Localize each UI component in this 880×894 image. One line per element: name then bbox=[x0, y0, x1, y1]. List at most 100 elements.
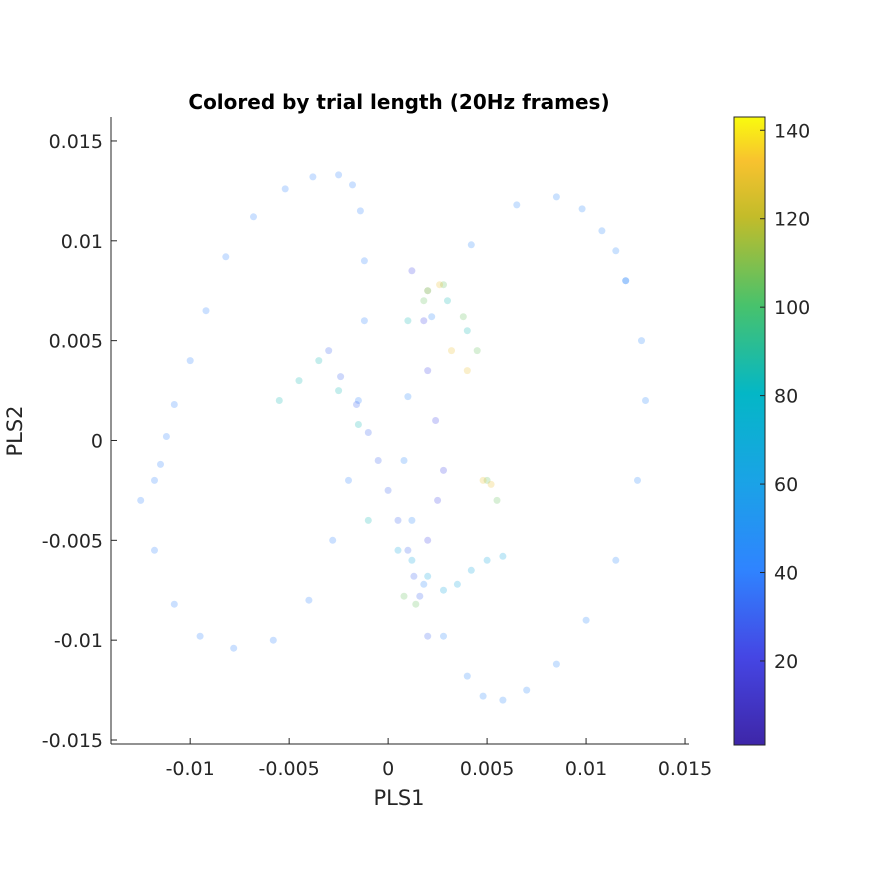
scatter-point bbox=[356, 207, 364, 215]
scatter-points bbox=[137, 171, 649, 704]
scatter-point bbox=[170, 600, 178, 608]
scatter-point bbox=[404, 317, 412, 325]
scatter-point bbox=[487, 480, 495, 488]
scatter-point bbox=[499, 696, 507, 704]
scatter-point bbox=[436, 281, 444, 289]
scatter-point bbox=[523, 686, 531, 694]
colorbar-gradient bbox=[733, 116, 766, 746]
scatter-point bbox=[400, 592, 408, 600]
scatter-point bbox=[424, 287, 432, 295]
scatter-point bbox=[598, 227, 606, 235]
colorbar-tick-label: 100 bbox=[774, 297, 810, 319]
scatter-point bbox=[186, 357, 194, 365]
scatter-point bbox=[440, 632, 447, 640]
scatter-point bbox=[349, 181, 356, 189]
scatter-point bbox=[137, 496, 145, 504]
y-tick-label: -0.015 bbox=[42, 730, 103, 752]
x-tick-label: -0.01 bbox=[166, 758, 215, 780]
scatter-point bbox=[622, 277, 630, 285]
x-tick-label: 0 bbox=[382, 758, 394, 780]
scatter-point bbox=[420, 317, 428, 325]
scatter-point bbox=[162, 433, 170, 440]
scatter-point bbox=[463, 672, 471, 680]
x-tick-label: 0.01 bbox=[565, 758, 607, 780]
scatter-point bbox=[230, 644, 238, 652]
scatter-point bbox=[222, 253, 230, 261]
scatter-point bbox=[354, 397, 362, 404]
scatter-point bbox=[364, 429, 372, 436]
scatter-point bbox=[410, 572, 418, 580]
scatter-point bbox=[424, 572, 432, 580]
chart-title: Colored by trial length (20Hz frames) bbox=[188, 90, 609, 114]
y-tick-label: 0 bbox=[91, 430, 103, 452]
scatter-point bbox=[364, 516, 372, 524]
scatter-point bbox=[642, 397, 649, 404]
scatter-point bbox=[463, 327, 471, 335]
scatter-point bbox=[384, 486, 392, 494]
scatter-point bbox=[612, 556, 620, 564]
y-axis-label: PLS2 bbox=[3, 405, 27, 456]
scatter-point bbox=[479, 476, 487, 484]
scatter-point bbox=[424, 536, 432, 544]
scatter-point bbox=[432, 417, 440, 424]
y-tick-label: 0.015 bbox=[49, 131, 103, 153]
scatter-point bbox=[493, 496, 501, 504]
scatter-point bbox=[440, 586, 447, 594]
scatter-point bbox=[552, 660, 560, 668]
y-tick-label: 0.005 bbox=[49, 331, 103, 353]
scatter-point bbox=[354, 421, 362, 428]
scatter-point bbox=[275, 397, 283, 404]
scatter-point bbox=[157, 460, 164, 468]
scatter-point bbox=[315, 357, 323, 365]
scatter-point bbox=[467, 566, 475, 574]
scatter-point bbox=[552, 193, 560, 201]
y-tick-label: 0.01 bbox=[61, 231, 103, 253]
scatter-point bbox=[305, 596, 313, 604]
y-tick-label: -0.005 bbox=[42, 530, 103, 552]
scatter-point bbox=[394, 546, 402, 554]
scatter-point bbox=[483, 556, 491, 564]
scatter-point bbox=[394, 516, 402, 524]
scatter-point bbox=[309, 173, 317, 181]
scatter-point bbox=[578, 205, 586, 213]
scatter-point bbox=[335, 387, 343, 395]
scatter-point bbox=[444, 297, 451, 305]
scatter-point bbox=[151, 476, 158, 484]
colorbar: 20 40 60 80 100 120 140 bbox=[733, 116, 810, 746]
scatter-point bbox=[483, 476, 491, 484]
scatter-point bbox=[196, 632, 204, 640]
scatter-point bbox=[634, 476, 641, 484]
scatter-point bbox=[424, 632, 432, 640]
scatter-point bbox=[151, 546, 158, 554]
colorbar-tick-label: 140 bbox=[774, 120, 810, 142]
scatter-point bbox=[434, 496, 442, 504]
scatter-point bbox=[424, 367, 432, 375]
scatter-point bbox=[337, 373, 345, 381]
scatter-point bbox=[440, 466, 447, 474]
scatter-point bbox=[400, 457, 408, 464]
scatter-point bbox=[622, 277, 630, 285]
colorbar-tick-label: 80 bbox=[774, 386, 798, 408]
scatter-point bbox=[463, 367, 471, 375]
colorbar-tick-label: 20 bbox=[774, 651, 798, 673]
scatter-point bbox=[408, 556, 416, 564]
scatter-point bbox=[582, 616, 590, 624]
scatter-point bbox=[473, 347, 481, 355]
scatter-point bbox=[428, 313, 436, 321]
scatter-point bbox=[459, 313, 467, 321]
x-tick-label: -0.005 bbox=[259, 758, 320, 780]
scatter-point bbox=[360, 317, 368, 325]
scatter-point bbox=[353, 401, 360, 408]
colorbar-tick-label: 40 bbox=[774, 563, 798, 585]
scatter-point bbox=[250, 213, 257, 221]
scatter-point bbox=[269, 636, 277, 644]
scatter-point bbox=[412, 600, 420, 608]
scatter-point bbox=[513, 201, 521, 209]
scatter-point bbox=[325, 347, 333, 355]
scatter-point bbox=[440, 281, 447, 289]
x-tick-label: 0.015 bbox=[658, 758, 712, 780]
scatter-point bbox=[345, 476, 352, 484]
scatter-point bbox=[499, 552, 507, 560]
scatter-point bbox=[202, 307, 210, 315]
scatter-point bbox=[612, 247, 620, 255]
